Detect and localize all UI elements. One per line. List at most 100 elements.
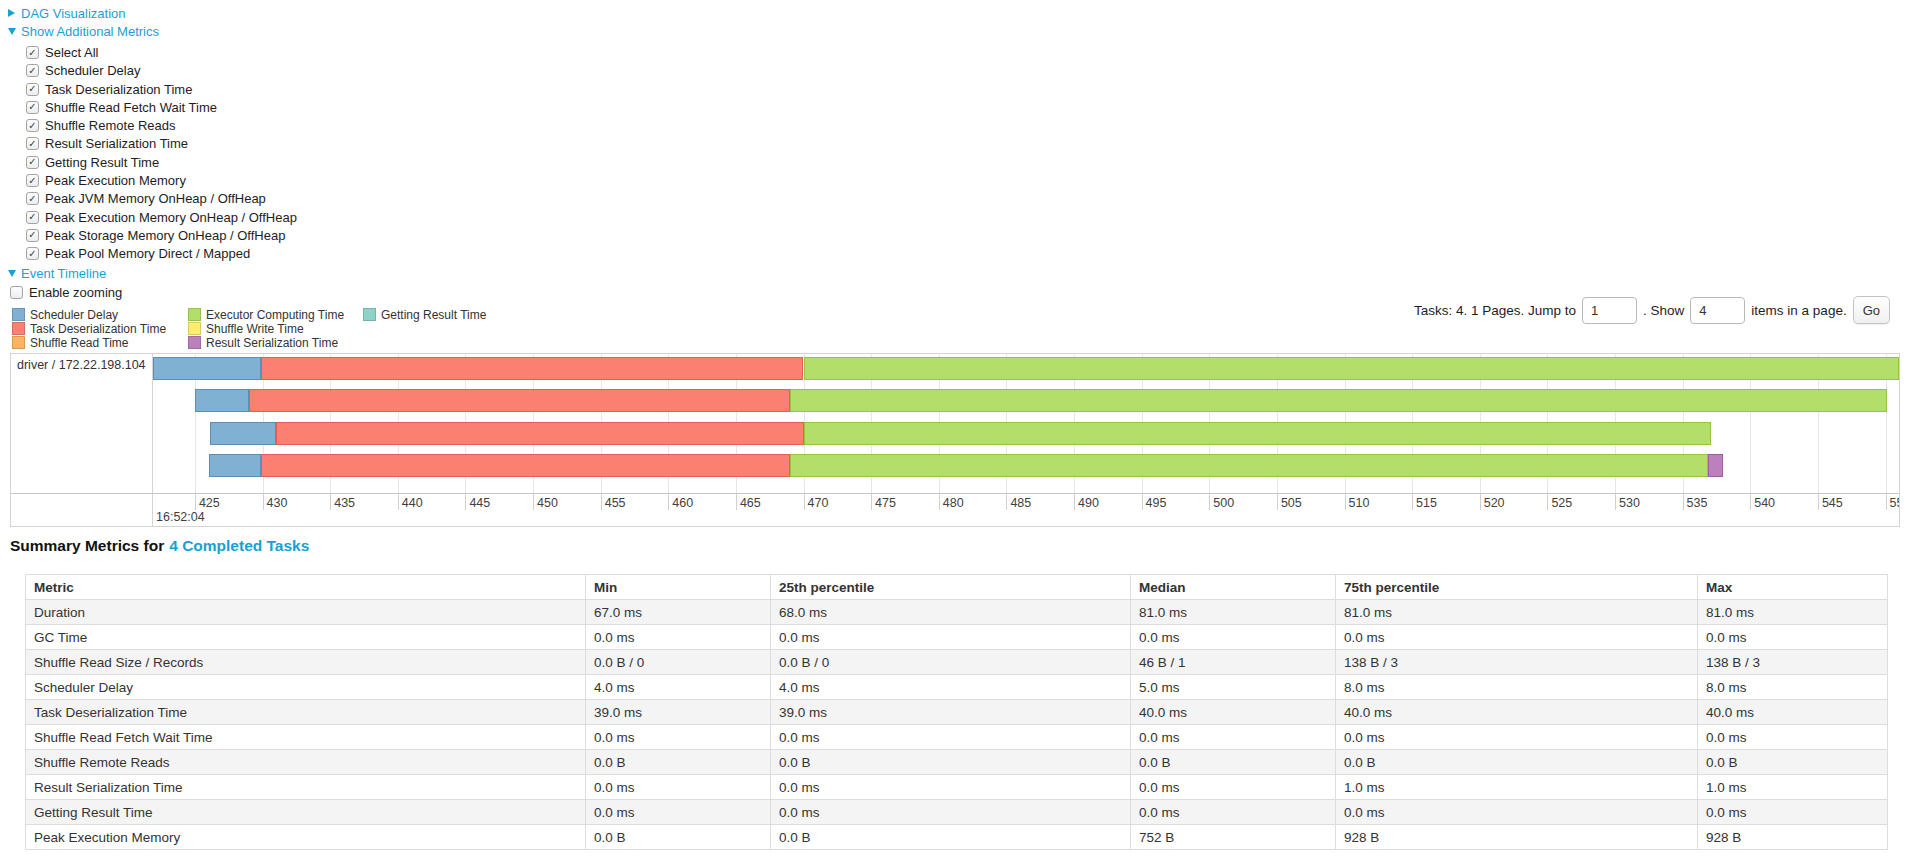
metric-checkbox[interactable]: Peak Storage Memory OnHeap / OffHeap <box>26 226 297 244</box>
axis-tick <box>1750 494 1751 510</box>
axis-tick-label: 530 <box>1619 496 1640 510</box>
axis-tick-label: 510 <box>1349 496 1370 510</box>
metric-checkbox[interactable]: Peak JVM Memory OnHeap / OffHeap <box>26 190 297 208</box>
summary-metrics-heading: Summary Metrics for4 Completed Tasks <box>10 537 309 555</box>
timeline-plot <box>153 354 1899 493</box>
metric-checkbox[interactable]: Shuffle Read Fetch Wait Time <box>26 98 297 116</box>
table-cell: 67.0 ms <box>586 600 771 625</box>
table-cell: 0.0 ms <box>1698 800 1888 825</box>
checkbox-checked-icon[interactable] <box>26 247 39 260</box>
jump-to-page-input[interactable] <box>1582 297 1637 324</box>
table-row: Shuffle Read Fetch Wait Time0.0 ms0.0 ms… <box>26 725 1888 750</box>
task-segment-scheduler-delay[interactable] <box>209 454 262 477</box>
page-size-input[interactable] <box>1690 297 1745 324</box>
task-segment-executor-computing-time[interactable] <box>804 357 1900 380</box>
axis-tick-label: 495 <box>1146 496 1167 510</box>
metric-checkbox[interactable]: Task Deserialization Time <box>26 80 297 98</box>
axis-tick <box>1345 494 1346 510</box>
axis-tick-label: 535 <box>1687 496 1708 510</box>
checkbox-checked-icon[interactable] <box>26 83 39 96</box>
table-cell: 0.0 B / 0 <box>586 650 771 675</box>
axis-tick-label: 445 <box>469 496 490 510</box>
table-header-cell: 25th percentile <box>771 575 1131 600</box>
axis-tick <box>601 494 602 510</box>
legend-item: Shuffle Write Time <box>188 322 363 336</box>
checkbox-unchecked-icon[interactable] <box>10 286 23 299</box>
legend-item: Result Serialization Time <box>188 336 363 350</box>
checkbox-checked-icon[interactable] <box>26 174 39 187</box>
axis-origin-time-label: 16:52:04 <box>156 510 205 524</box>
task-segment-executor-computing-time[interactable] <box>790 454 1708 477</box>
checkbox-checked-icon[interactable] <box>26 211 39 224</box>
section-toggle-event-timeline[interactable]: Event Timeline <box>8 265 297 283</box>
checkbox-checked-icon[interactable] <box>26 119 39 132</box>
table-cell: 1.0 ms <box>1698 775 1888 800</box>
metric-checkbox[interactable]: Select All <box>26 44 297 62</box>
table-cell: 0.0 ms <box>771 800 1131 825</box>
chevron-right-icon <box>8 9 15 17</box>
task-segment-executor-computing-time[interactable] <box>804 422 1712 445</box>
axis-tick-label: 475 <box>875 496 896 510</box>
task-segment-task-deserialization-time[interactable] <box>261 357 803 380</box>
table-cell: 0.0 ms <box>1336 625 1698 650</box>
section-toggle-dag-visualization[interactable]: DAG Visualization <box>8 4 297 22</box>
completed-tasks-link[interactable]: 4 Completed Tasks <box>169 537 309 554</box>
table-cell: 81.0 ms <box>1131 600 1336 625</box>
checkbox-checked-icon[interactable] <box>26 156 39 169</box>
axis-tick <box>398 494 399 510</box>
metric-checkbox-label: Getting Result Time <box>45 155 159 170</box>
dag-visualization-link[interactable]: DAG Visualization <box>21 6 126 21</box>
axis-tick <box>1886 494 1887 510</box>
axis-tick-label: 480 <box>943 496 964 510</box>
table-cell: 0.0 ms <box>1698 725 1888 750</box>
metric-checkbox[interactable]: Peak Execution Memory <box>26 171 297 189</box>
table-cell: 0.0 B <box>1698 750 1888 775</box>
metric-checkbox[interactable]: Peak Pool Memory Direct / Mapped <box>26 244 297 262</box>
task-segment-task-deserialization-time[interactable] <box>276 422 804 445</box>
table-cell: 8.0 ms <box>1698 675 1888 700</box>
axis-tick <box>465 494 466 510</box>
checkbox-checked-icon[interactable] <box>26 46 39 59</box>
table-cell: 81.0 ms <box>1698 600 1888 625</box>
table-cell: 0.0 B <box>586 750 771 775</box>
checkbox-checked-icon[interactable] <box>26 137 39 150</box>
table-cell: 4.0 ms <box>771 675 1131 700</box>
task-segment-scheduler-delay[interactable] <box>195 389 249 412</box>
section-toggle-show-additional-metrics[interactable]: Show Additional Metrics <box>8 22 297 40</box>
axis-tick-label: 465 <box>740 496 761 510</box>
task-segment-executor-computing-time[interactable] <box>790 389 1887 412</box>
table-row: Shuffle Read Size / Records0.0 B / 00.0 … <box>26 650 1888 675</box>
enable-zooming-label: Enable zooming <box>29 285 122 300</box>
checkbox-checked-icon[interactable] <box>26 64 39 77</box>
metric-name-cell: Getting Result Time <box>26 800 586 825</box>
table-row: Peak Execution Memory0.0 B0.0 B752 B928 … <box>26 825 1888 850</box>
checkbox-checked-icon[interactable] <box>26 101 39 114</box>
checkbox-checked-icon[interactable] <box>26 192 39 205</box>
metric-checkbox-label: Peak Execution Memory OnHeap / OffHeap <box>45 210 297 225</box>
go-button[interactable]: Go <box>1853 296 1890 324</box>
task-segment-task-deserialization-time[interactable] <box>249 389 790 412</box>
axis-tick <box>1615 494 1616 510</box>
axis-tick <box>939 494 940 510</box>
metric-checkbox[interactable]: Shuffle Remote Reads <box>26 117 297 135</box>
show-additional-metrics-link[interactable]: Show Additional Metrics <box>21 24 159 39</box>
task-segment-scheduler-delay[interactable] <box>210 422 276 445</box>
metric-checkbox[interactable]: Result Serialization Time <box>26 135 297 153</box>
task-segment-task-deserialization-time[interactable] <box>261 454 790 477</box>
enable-zooming-checkbox-row[interactable]: Enable zooming <box>10 283 297 301</box>
table-header-cell: Max <box>1698 575 1888 600</box>
metric-checkbox[interactable]: Peak Execution Memory OnHeap / OffHeap <box>26 208 297 226</box>
axis-tick-label: 540 <box>1754 496 1775 510</box>
event-timeline-link[interactable]: Event Timeline <box>21 266 106 281</box>
metric-checkbox-label: Peak Storage Memory OnHeap / OffHeap <box>45 228 285 243</box>
task-segment-result-serialization-time[interactable] <box>1708 454 1723 477</box>
axis-tick-label: 505 <box>1281 496 1302 510</box>
metric-checkbox[interactable]: Getting Result Time <box>26 153 297 171</box>
table-cell: 0.0 ms <box>1336 800 1698 825</box>
axis-tick-label: 545 <box>1822 496 1843 510</box>
metric-name-cell: Shuffle Read Size / Records <box>26 650 586 675</box>
task-segment-scheduler-delay[interactable] <box>153 357 261 380</box>
metric-checkbox[interactable]: Scheduler Delay <box>26 62 297 80</box>
checkbox-checked-icon[interactable] <box>26 229 39 242</box>
pagination-items-text: items in a page. <box>1751 303 1846 318</box>
